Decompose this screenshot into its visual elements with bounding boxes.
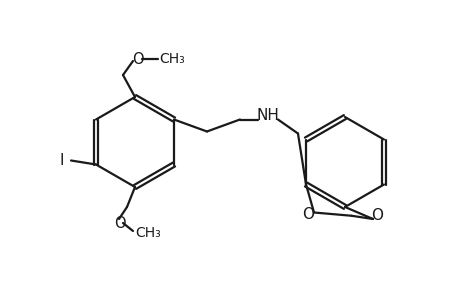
Text: O: O — [302, 207, 313, 222]
Text: NH: NH — [256, 108, 279, 123]
Text: O: O — [114, 215, 126, 230]
Text: O: O — [132, 52, 144, 67]
Text: CH₃: CH₃ — [135, 226, 161, 240]
Text: O: O — [370, 208, 382, 223]
Text: CH₃: CH₃ — [159, 52, 185, 66]
Text: I: I — [60, 153, 64, 168]
